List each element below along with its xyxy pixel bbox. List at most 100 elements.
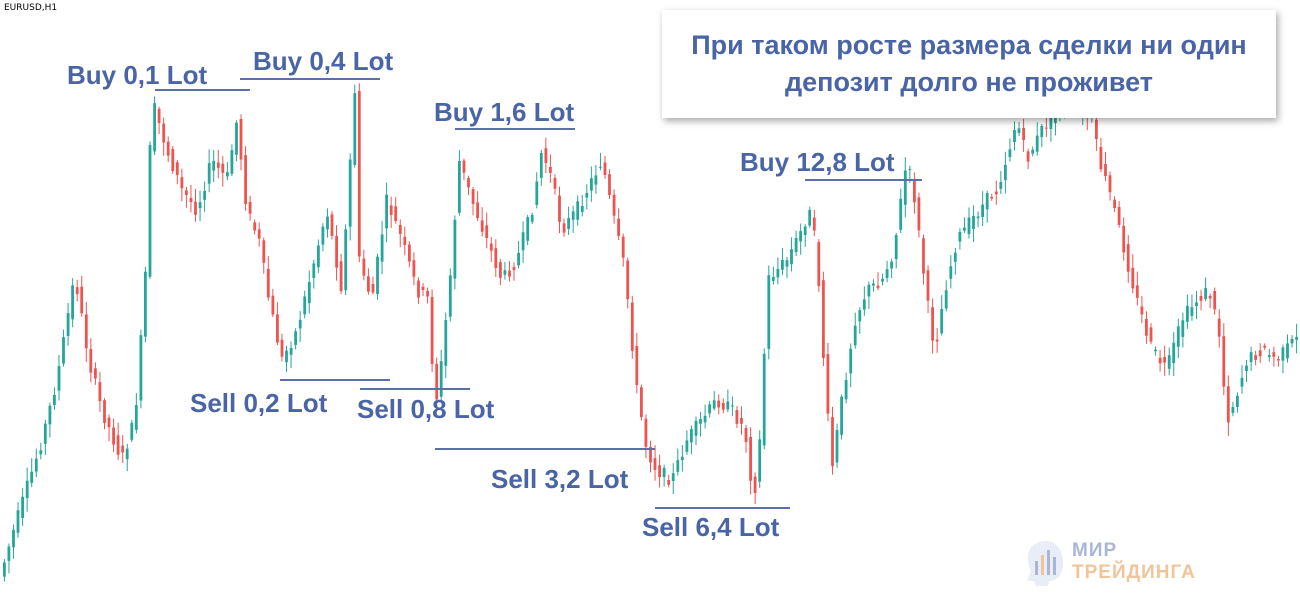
- candle-body: [922, 238, 925, 274]
- candle-body: [16, 510, 20, 533]
- candle-body: [66, 313, 70, 336]
- candle-body: [458, 161, 461, 213]
- candle-body: [717, 400, 721, 408]
- candle-body: [107, 417, 111, 428]
- trade-label-buy-0-1: Buy 0,1 Lot: [67, 60, 208, 90]
- trade-label-buy-0-4: Buy 0,4 Lot: [253, 46, 394, 76]
- candle-body: [744, 428, 748, 442]
- candle-body: [362, 258, 366, 276]
- logo-line-2: ТРЕЙДИНГА: [1072, 561, 1196, 583]
- candle-body: [499, 262, 502, 278]
- candle-body: [972, 215, 975, 229]
- trade-label-buy-12-8: Buy 12,8 Lot: [740, 147, 895, 177]
- candle-body: [321, 226, 325, 245]
- candle-body: [549, 166, 552, 173]
- candle-body: [125, 448, 129, 460]
- candle-body: [903, 170, 907, 205]
- candle-body: [30, 471, 34, 483]
- candle-body: [999, 182, 1003, 189]
- candle-body: [1031, 149, 1035, 154]
- logo-line-1: МИР: [1072, 540, 1118, 561]
- candle-body: [544, 148, 548, 163]
- candle-body: [872, 283, 875, 286]
- candle-body: [671, 473, 675, 481]
- candle-body: [1199, 296, 1203, 301]
- candle-body: [244, 155, 247, 204]
- candle-body: [21, 496, 24, 518]
- candle-body: [849, 348, 853, 374]
- candle-body: [658, 465, 661, 478]
- candle-body: [1217, 318, 1221, 337]
- candle-body: [526, 217, 530, 241]
- brand-logo: МИР ТРЕЙДИНГА: [1024, 537, 1204, 587]
- candle-body: [235, 122, 238, 155]
- candle-body: [1149, 327, 1153, 342]
- candle-body: [471, 189, 475, 204]
- candle-body: [344, 229, 348, 291]
- candle-body: [1049, 112, 1053, 129]
- candle-body: [1231, 407, 1235, 413]
- candle-body: [1222, 336, 1226, 387]
- candle-body: [1295, 336, 1298, 340]
- candle-body: [303, 296, 307, 315]
- candle-body: [216, 162, 220, 168]
- candle-body: [121, 445, 125, 453]
- candle-body: [348, 159, 352, 227]
- candle-body: [1145, 319, 1148, 336]
- candle-body: [1154, 349, 1157, 352]
- candle-body: [822, 280, 825, 359]
- candle-body: [1290, 338, 1294, 344]
- candle-body: [421, 286, 425, 291]
- candle-body: [662, 467, 666, 477]
- trade-label-sell-0-8: Sell 0,8 Lot: [357, 394, 495, 424]
- candle-body: [517, 252, 520, 266]
- candle-body: [690, 429, 693, 443]
- candle-body: [576, 201, 580, 220]
- candle-body: [785, 260, 789, 267]
- candle-body: [289, 347, 293, 355]
- candle-body: [940, 309, 944, 334]
- candle-body: [1272, 352, 1276, 357]
- candle-body: [248, 201, 252, 214]
- candle-body: [844, 380, 848, 400]
- candle-body: [180, 177, 184, 189]
- candle-body: [34, 458, 38, 472]
- candle-body: [762, 353, 766, 446]
- candle-body: [558, 195, 561, 222]
- candle-body: [139, 335, 143, 401]
- candle-body: [1040, 126, 1044, 137]
- candle-body: [1172, 342, 1176, 363]
- candle-body: [712, 400, 716, 409]
- candle-body: [594, 175, 598, 185]
- candle-body: [703, 415, 707, 423]
- candle-body: [194, 201, 197, 215]
- candle-body: [603, 162, 607, 175]
- candle-body: [876, 285, 880, 289]
- candle-body: [1104, 164, 1107, 176]
- candle-body: [84, 314, 88, 349]
- candle-body: [1126, 244, 1130, 272]
- candle-body: [1008, 149, 1012, 158]
- candle-body: [580, 206, 584, 212]
- candle-body: [175, 162, 179, 176]
- candle-body: [553, 177, 557, 189]
- candle-body: [476, 202, 479, 219]
- candle-body: [448, 275, 452, 317]
- candle-body: [339, 261, 343, 292]
- candle-body: [280, 339, 284, 357]
- candle-body: [385, 194, 388, 229]
- candle-body: [858, 310, 862, 322]
- candle-body: [403, 236, 407, 245]
- candle-body: [1131, 267, 1135, 289]
- callout-box: При таком росте размера сделки ни один д…: [662, 10, 1276, 118]
- candle-body: [803, 226, 807, 235]
- candle-body: [1245, 365, 1248, 371]
- candle-body: [1267, 355, 1271, 358]
- candle-body: [353, 93, 357, 165]
- candle-body: [221, 163, 225, 173]
- candle-body: [1181, 320, 1185, 337]
- candle-body: [62, 337, 65, 364]
- candle-body: [212, 160, 216, 171]
- candle-body: [389, 205, 393, 215]
- candle-body: [426, 290, 429, 297]
